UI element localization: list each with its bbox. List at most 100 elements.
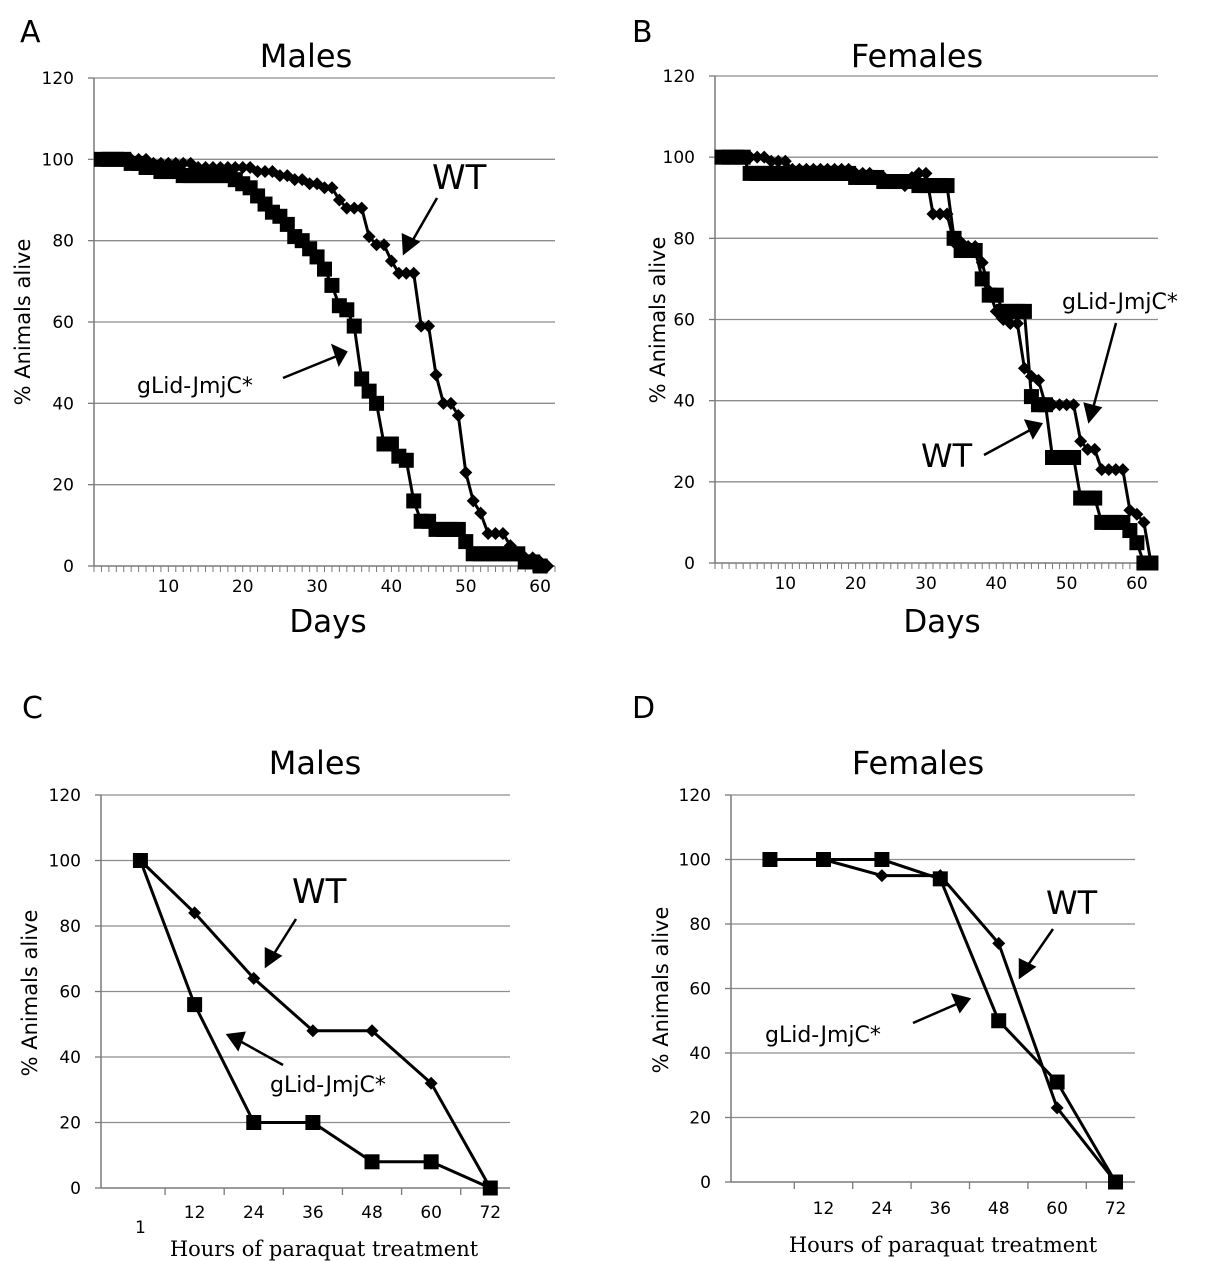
- panel-a-x-axis-label: Days: [289, 604, 366, 640]
- panel-a-data-point: [354, 371, 370, 387]
- panel-b-annotation-wt: WT: [921, 437, 973, 475]
- panel-b-data-point: [1046, 398, 1060, 412]
- panel-c-x-tick-label: 1: [135, 1218, 146, 1238]
- arrow-line: [408, 197, 439, 246]
- panel-a-data-point: [318, 181, 331, 195]
- panel-c-y-tick-label: 0: [70, 1179, 81, 1199]
- panel-a-x-tick-label: 20: [232, 577, 254, 597]
- panel-a-data-point: [347, 201, 361, 215]
- panel-b-x-tick-label: 10: [774, 574, 796, 594]
- panel-b-data-point: [778, 154, 792, 168]
- panel-a-data-point: [303, 177, 317, 191]
- panel-b-x-tick-label: 60: [1126, 574, 1148, 594]
- panel-d-data-point: [991, 1013, 1007, 1029]
- panel-d-x-tick-label: 48: [988, 1199, 1010, 1219]
- panel-a-data-point: [436, 396, 450, 410]
- panel-a-title: Males: [260, 37, 352, 75]
- panel-b-data-point: [1088, 442, 1102, 456]
- panel-letter-a: A: [20, 15, 41, 50]
- panel-d-x-tick-label: 12: [813, 1199, 835, 1219]
- panel-a-data-point: [332, 193, 346, 207]
- panel-b-data-point: [1053, 398, 1067, 412]
- panel-a-data-point: [383, 436, 399, 452]
- panel-d-x-axis-label: Hours of paraquat treatment: [789, 1233, 1098, 1257]
- panel-b-data-point: [939, 178, 955, 194]
- arrow-head: [264, 946, 283, 969]
- panel-b-data-point: [828, 162, 842, 176]
- panel-a-series-line-diamond: [101, 157, 549, 568]
- panel-a-y-axis-label: % Animals alive: [11, 239, 35, 406]
- panel-c-y-tick-label: 120: [49, 786, 81, 806]
- panel-a-data-point: [489, 526, 503, 540]
- panel-b-data-point: [856, 166, 870, 180]
- panel-c-annotation-wt: WT: [292, 872, 347, 912]
- panel-b-data-point: [884, 175, 898, 189]
- panel-a-data-point: [258, 165, 272, 179]
- arrow-head: [225, 1031, 246, 1052]
- panel-b-data-point: [1017, 361, 1031, 375]
- panel-b-data-point: [1095, 463, 1109, 477]
- panel-a-data-point: [251, 165, 265, 179]
- panel-c-x-tick-label: 60: [420, 1203, 442, 1223]
- panel-c-x-tick-label: 72: [479, 1203, 501, 1223]
- panel-a-data-point: [362, 230, 376, 244]
- panel-b-data-point: [1010, 317, 1024, 331]
- panel-a-y-tick-label: 120: [42, 69, 74, 89]
- panel-a-data-point: [273, 169, 287, 183]
- panel-b-data-point: [919, 166, 933, 180]
- panel-a-data-point: [414, 319, 428, 333]
- panel-c-data-point: [305, 1115, 321, 1130]
- panel-b-data-point: [1116, 463, 1130, 477]
- panel-b-y-tick-label: 100: [663, 148, 695, 168]
- panel-b-data-point: [792, 162, 806, 176]
- panel-a-data-point: [355, 201, 369, 215]
- panel-c-data-point: [246, 1115, 262, 1130]
- panel-a-data-point: [398, 452, 414, 468]
- panel-c-y-tick-label: 60: [59, 983, 81, 1003]
- arrow-line: [983, 427, 1033, 457]
- panel-c-data-point: [132, 853, 148, 868]
- panel-b-data-point: [1016, 303, 1032, 319]
- panel-a-y-tick-label: 60: [52, 313, 74, 333]
- panel-d-x-tick-label: 60: [1046, 1199, 1068, 1219]
- panel-a-data-point: [474, 506, 488, 520]
- panel-c-title: Males: [269, 744, 361, 782]
- panel-b-data-point: [715, 150, 729, 164]
- panel-c-data-point: [188, 906, 202, 920]
- panel-b-data-point: [722, 150, 736, 164]
- panel-b-x-tick-label: 20: [845, 574, 867, 594]
- panel-a-x-tick-label: 60: [529, 577, 551, 597]
- panel-b-y-tick-label: 80: [673, 229, 695, 249]
- panel-c-data-point: [187, 997, 203, 1013]
- panel-d-data-point: [874, 852, 890, 867]
- panel-a: A Males Days % Animals alive WT gLid-Jmj…: [11, 15, 556, 640]
- arrow-head: [1083, 402, 1103, 424]
- arrow-line: [282, 354, 338, 380]
- panel-b-data-point: [736, 150, 750, 164]
- panel-a-data-point: [288, 173, 302, 187]
- panel-b-data-point: [743, 150, 757, 164]
- panel-b-data-point: [926, 207, 940, 221]
- panel-a-y-tick-label: 40: [52, 394, 74, 414]
- panel-d-annotation-wt: WT: [1046, 884, 1098, 922]
- panel-a-y-tick-label: 0: [63, 557, 74, 577]
- panel-b-data-point: [1081, 442, 1095, 456]
- arrow-line: [270, 918, 298, 958]
- panel-b-data-point: [1144, 556, 1158, 570]
- panel-d-y-tick-label: 120: [679, 786, 711, 806]
- panel-c-data-point: [365, 1024, 379, 1038]
- panel-a-data-point: [377, 238, 391, 252]
- panel-b-data-point: [799, 162, 813, 176]
- panel-d-data-point: [762, 852, 778, 867]
- panel-b-data-point: [1067, 398, 1081, 412]
- panel-b-data-point: [968, 239, 982, 253]
- panel-a-data-point: [444, 396, 458, 410]
- panel-c-data-point: [424, 1076, 438, 1090]
- panel-a-data-point: [309, 249, 325, 265]
- panel-c-data-point: [247, 971, 261, 985]
- panel-a-data-point: [481, 526, 495, 540]
- panel-b-data-point: [1122, 523, 1138, 539]
- panel-b-y-tick-label: 40: [673, 392, 695, 412]
- panel-d: D Females Hours of paraquat treatment % …: [632, 691, 1135, 1257]
- panel-a-data-point: [459, 465, 473, 479]
